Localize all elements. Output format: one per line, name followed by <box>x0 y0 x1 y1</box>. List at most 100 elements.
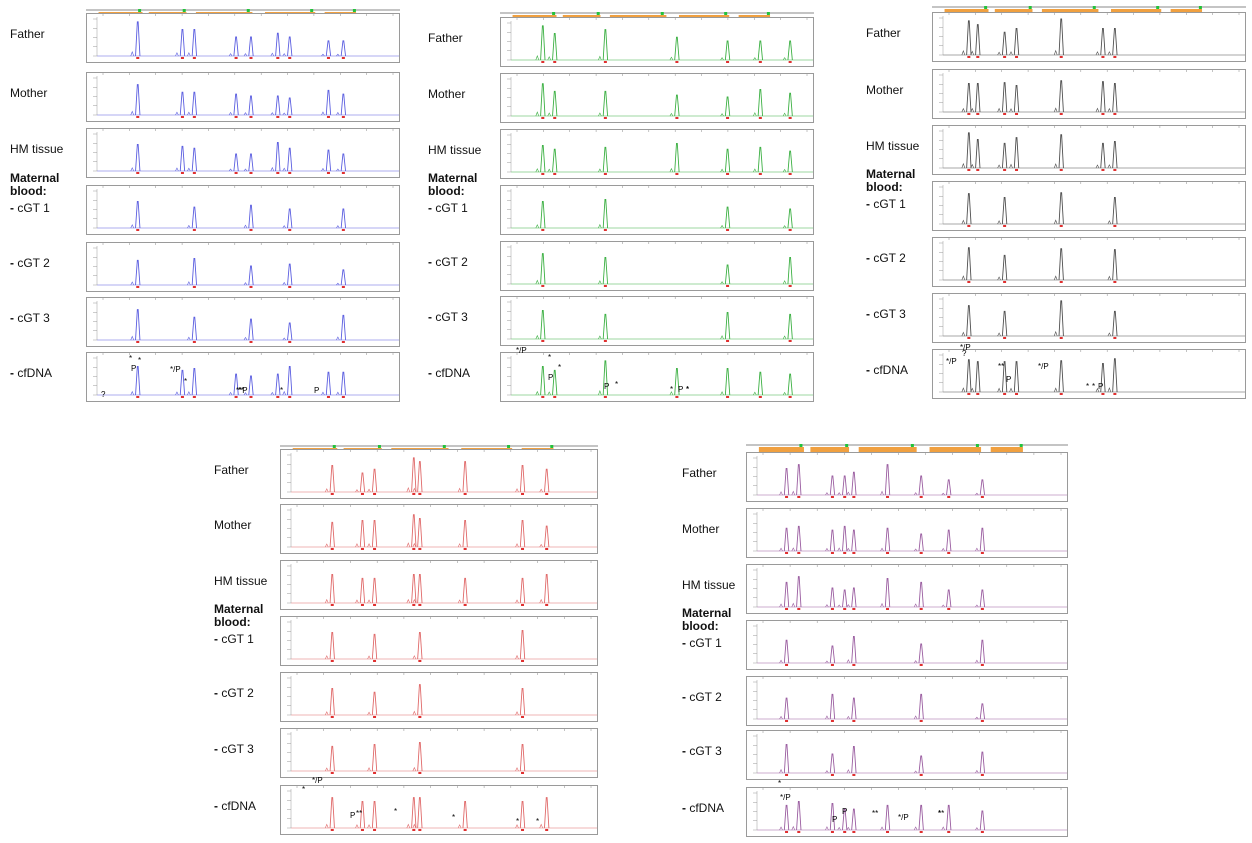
allele-peak <box>325 371 332 396</box>
allele-call-tick <box>545 604 549 606</box>
allele-peak <box>191 206 198 229</box>
allele-call-tick <box>136 286 140 288</box>
allele-call-tick <box>976 56 980 58</box>
allele-peak <box>462 519 468 548</box>
allele-peak <box>1112 310 1118 337</box>
allele-call-tick <box>418 829 422 831</box>
stutter-peak <box>412 598 417 604</box>
allele-peak <box>1001 82 1008 113</box>
allele-peak <box>248 375 254 396</box>
row-label-cfdna: cfDNA <box>10 366 52 380</box>
allele-peak <box>1112 196 1118 225</box>
stutter-peak <box>412 823 417 829</box>
electropherogram-trace <box>280 560 598 610</box>
allele-peak <box>787 373 793 396</box>
stutter-peak <box>941 492 945 496</box>
cfdna-annotation: ** <box>998 362 1005 371</box>
stutter-peak <box>243 336 248 341</box>
allele-call-tick <box>1059 337 1063 339</box>
stutter-peak <box>753 112 757 117</box>
electropherogram-trace <box>746 787 1068 837</box>
allele-call-tick <box>843 496 847 498</box>
maternal-blood-heading: blood: <box>428 184 465 198</box>
stutter-peak <box>598 112 602 117</box>
allele-peak <box>248 95 254 116</box>
allele-call-tick <box>521 772 525 774</box>
allele-call-tick <box>603 340 607 342</box>
allele-call-tick <box>418 660 422 662</box>
electropherogram-trace <box>280 672 598 722</box>
allele-call-tick <box>1113 225 1117 227</box>
allele-call-tick <box>341 116 345 118</box>
allele-call-tick <box>980 664 984 666</box>
allele-call-tick <box>1113 56 1117 58</box>
maternal-blood-heading: blood: <box>682 619 719 633</box>
row-label-hm_tissue: HM tissue <box>214 574 268 588</box>
allele-peak <box>371 743 378 772</box>
electropherogram-trace <box>932 69 1246 119</box>
locus-marker <box>910 444 914 447</box>
allele-peak <box>411 574 417 604</box>
stutter-peak <box>336 225 340 229</box>
maternal-blood-heading: Maternal <box>866 167 916 181</box>
allele-peak <box>287 366 293 396</box>
stutter-peak <box>535 55 540 61</box>
stutter-peak <box>130 110 135 116</box>
allele-peak <box>417 518 423 548</box>
cfdna-annotation: */P <box>946 357 957 366</box>
stutter-peak <box>825 826 829 831</box>
allele-call-tick <box>886 496 890 498</box>
allele-peak <box>191 91 198 116</box>
allele-peak <box>544 574 550 604</box>
stutter-peak <box>282 390 286 396</box>
row-label-father: Father <box>866 26 901 40</box>
allele-peak <box>411 514 417 548</box>
allele-peak <box>757 371 763 396</box>
allele-call-tick <box>180 116 184 118</box>
locus-marker <box>442 445 446 448</box>
allele-peak <box>1001 31 1008 56</box>
locus-segment <box>858 447 917 452</box>
allele-peak <box>602 256 609 285</box>
allele-peak <box>359 519 366 548</box>
allele-peak <box>829 753 836 774</box>
allele-call-tick <box>341 57 345 59</box>
allele-call-tick <box>276 172 280 174</box>
cfdna-annotation: * <box>1086 382 1090 391</box>
allele-peak <box>724 40 731 61</box>
row-label-hm_tissue: HM tissue <box>10 142 64 156</box>
row-label-cfdna: cfDNA <box>214 799 256 813</box>
allele-peak <box>1058 360 1064 393</box>
stutter-peak <box>880 490 884 496</box>
allele-call-tick <box>1101 393 1105 395</box>
stutter-peak <box>1107 220 1112 225</box>
stutter-peak <box>130 224 135 229</box>
allele-call-tick <box>1015 169 1019 171</box>
row-label-cgt1: cGT 1 <box>214 632 253 646</box>
allele-peak <box>1001 361 1008 393</box>
allele-peak <box>724 148 731 173</box>
allele-call-tick <box>249 116 253 118</box>
allele-peak <box>979 703 986 720</box>
cfdna-annotation: */P <box>170 365 181 374</box>
allele-call-tick <box>919 774 923 776</box>
stutter-peak <box>1095 107 1100 113</box>
allele-peak <box>248 318 254 341</box>
allele-call-tick <box>852 720 856 722</box>
allele-peak <box>674 367 680 396</box>
locus-marker <box>1028 6 1032 9</box>
cfdna-annotation: * <box>558 363 562 372</box>
allele-call-tick <box>785 496 789 498</box>
stutter-peak <box>412 542 417 548</box>
stutter-peak <box>336 336 340 341</box>
allele-peak <box>842 808 848 831</box>
stutter-peak <box>367 543 371 548</box>
stutter-peak <box>539 598 543 604</box>
stutter-peak <box>457 543 462 548</box>
allele-call-tick <box>180 396 184 398</box>
stutter-peak <box>406 598 411 604</box>
locus-marker <box>975 444 979 447</box>
stutter-peak <box>975 659 979 664</box>
stutter-peak <box>1107 275 1112 281</box>
allele-call-tick <box>288 229 292 231</box>
